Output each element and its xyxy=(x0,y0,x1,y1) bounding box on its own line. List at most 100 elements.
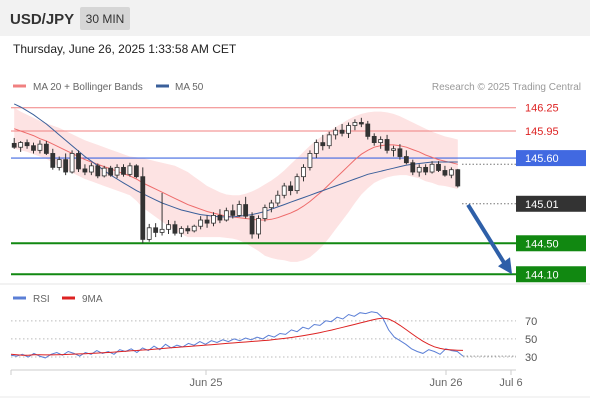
candle-up xyxy=(429,163,435,173)
candle-up xyxy=(114,166,120,176)
support-label: 144.10 xyxy=(525,269,559,281)
candle-down xyxy=(436,163,441,171)
candle-up xyxy=(236,204,242,216)
candle-down xyxy=(397,148,403,157)
candle-down xyxy=(121,166,126,175)
candle-down xyxy=(82,168,88,173)
pivot-label: 145.60 xyxy=(525,153,559,165)
candle-down xyxy=(249,215,255,235)
candle-down xyxy=(204,219,210,224)
candle-up xyxy=(313,142,319,154)
candle-up xyxy=(307,153,313,168)
candle-up xyxy=(301,166,306,178)
candle-up xyxy=(159,228,165,233)
candle-down xyxy=(153,227,159,233)
rsi-tick-label: 30 xyxy=(525,352,537,364)
candle-down xyxy=(108,167,114,176)
candle-down xyxy=(455,169,461,187)
symbol-title: USD/JPY xyxy=(10,11,74,28)
candle-up xyxy=(101,167,107,177)
candle-down xyxy=(410,162,416,173)
support-label: 144.50 xyxy=(525,238,559,250)
candle-up xyxy=(166,224,171,230)
candle-up xyxy=(191,225,197,232)
candle-down xyxy=(371,135,377,143)
candle-down xyxy=(358,122,364,125)
candle-up xyxy=(326,134,332,147)
candle-down xyxy=(384,139,390,151)
resistance-label: 146.25 xyxy=(525,103,559,115)
candle-up xyxy=(127,165,133,175)
candle-up xyxy=(262,207,268,219)
candle-up xyxy=(56,159,62,168)
candle-up xyxy=(268,202,274,209)
rsi-line xyxy=(10,311,464,359)
candle-up xyxy=(378,139,384,143)
candle-down xyxy=(365,123,371,137)
candle-up xyxy=(294,176,300,192)
candle-down xyxy=(63,159,69,173)
candle-up xyxy=(275,194,281,204)
support-tag xyxy=(516,235,586,252)
candle-down xyxy=(217,214,223,221)
candle-down xyxy=(140,176,146,240)
support-tag xyxy=(516,266,586,283)
candle-up xyxy=(256,218,261,235)
ma50-line xyxy=(13,103,458,218)
candle-down xyxy=(24,142,30,147)
candle-up xyxy=(416,166,422,173)
rsi-ma-legend-label: 9MA xyxy=(82,294,103,305)
candle-up xyxy=(88,165,94,173)
credit-text: Research © 2025 Trading Central xyxy=(432,82,581,93)
candle-down xyxy=(50,153,56,168)
candle-up xyxy=(178,228,184,234)
candle-down xyxy=(423,166,429,173)
candle-up xyxy=(333,129,339,136)
candle-up xyxy=(352,122,358,126)
candle-down xyxy=(403,156,409,164)
candle-down xyxy=(11,142,17,148)
pivot-tag xyxy=(516,150,586,167)
last-price-tag xyxy=(516,195,586,212)
candle-down xyxy=(76,153,81,170)
timeframe-label: 30 MIN xyxy=(86,12,125,26)
price-panel: 146.25 145.95 145.60 145.01 144.50 144.10 xyxy=(11,103,586,283)
timeframe-badge[interactable] xyxy=(80,7,130,30)
forecast-arrowhead xyxy=(498,257,512,275)
ma50-legend-label: MA 50 xyxy=(175,82,204,93)
time-axis-label: Jun 26 xyxy=(429,377,462,389)
rsi-ma-line xyxy=(10,317,464,356)
forecast-arrow xyxy=(466,203,507,266)
candle-up xyxy=(18,142,24,148)
bollinger-band xyxy=(14,107,458,262)
candle-up xyxy=(448,169,454,176)
candle-up xyxy=(69,153,75,173)
resistance-label: 145.95 xyxy=(525,126,559,138)
time-axis-label: Jul 6 xyxy=(499,377,522,389)
candle-down xyxy=(288,185,294,192)
candle-down xyxy=(230,210,236,216)
time-axis-label: Jun 25 xyxy=(189,377,222,389)
rsi-tick-label: 70 xyxy=(525,316,537,328)
candle-up xyxy=(146,227,152,240)
candle-up xyxy=(391,148,396,151)
candle-down xyxy=(172,224,178,234)
candle-down xyxy=(43,143,49,154)
candle-up xyxy=(198,219,204,227)
time-axis: Jun 25 Jun 26 Jul 6 xyxy=(0,369,590,398)
ma20-legend-label: MA 20 + Bollinger Bands xyxy=(33,82,143,93)
rsi-panel: 70 50 30 xyxy=(10,311,537,364)
ma20-line xyxy=(14,128,458,221)
candle-up xyxy=(223,210,229,221)
candle-down xyxy=(185,228,191,232)
candle-up xyxy=(37,143,43,151)
candle-up xyxy=(211,214,216,224)
rsi-legend-label: RSI xyxy=(33,294,50,305)
candle-down xyxy=(339,129,345,134)
candle-down xyxy=(31,145,36,151)
candle-up xyxy=(281,185,287,196)
datetime-stamp: Thursday, June 26, 2025 1:33:58 AM CET xyxy=(13,42,237,56)
rsi-tick-label: 50 xyxy=(525,334,537,346)
candle-down xyxy=(442,170,448,176)
